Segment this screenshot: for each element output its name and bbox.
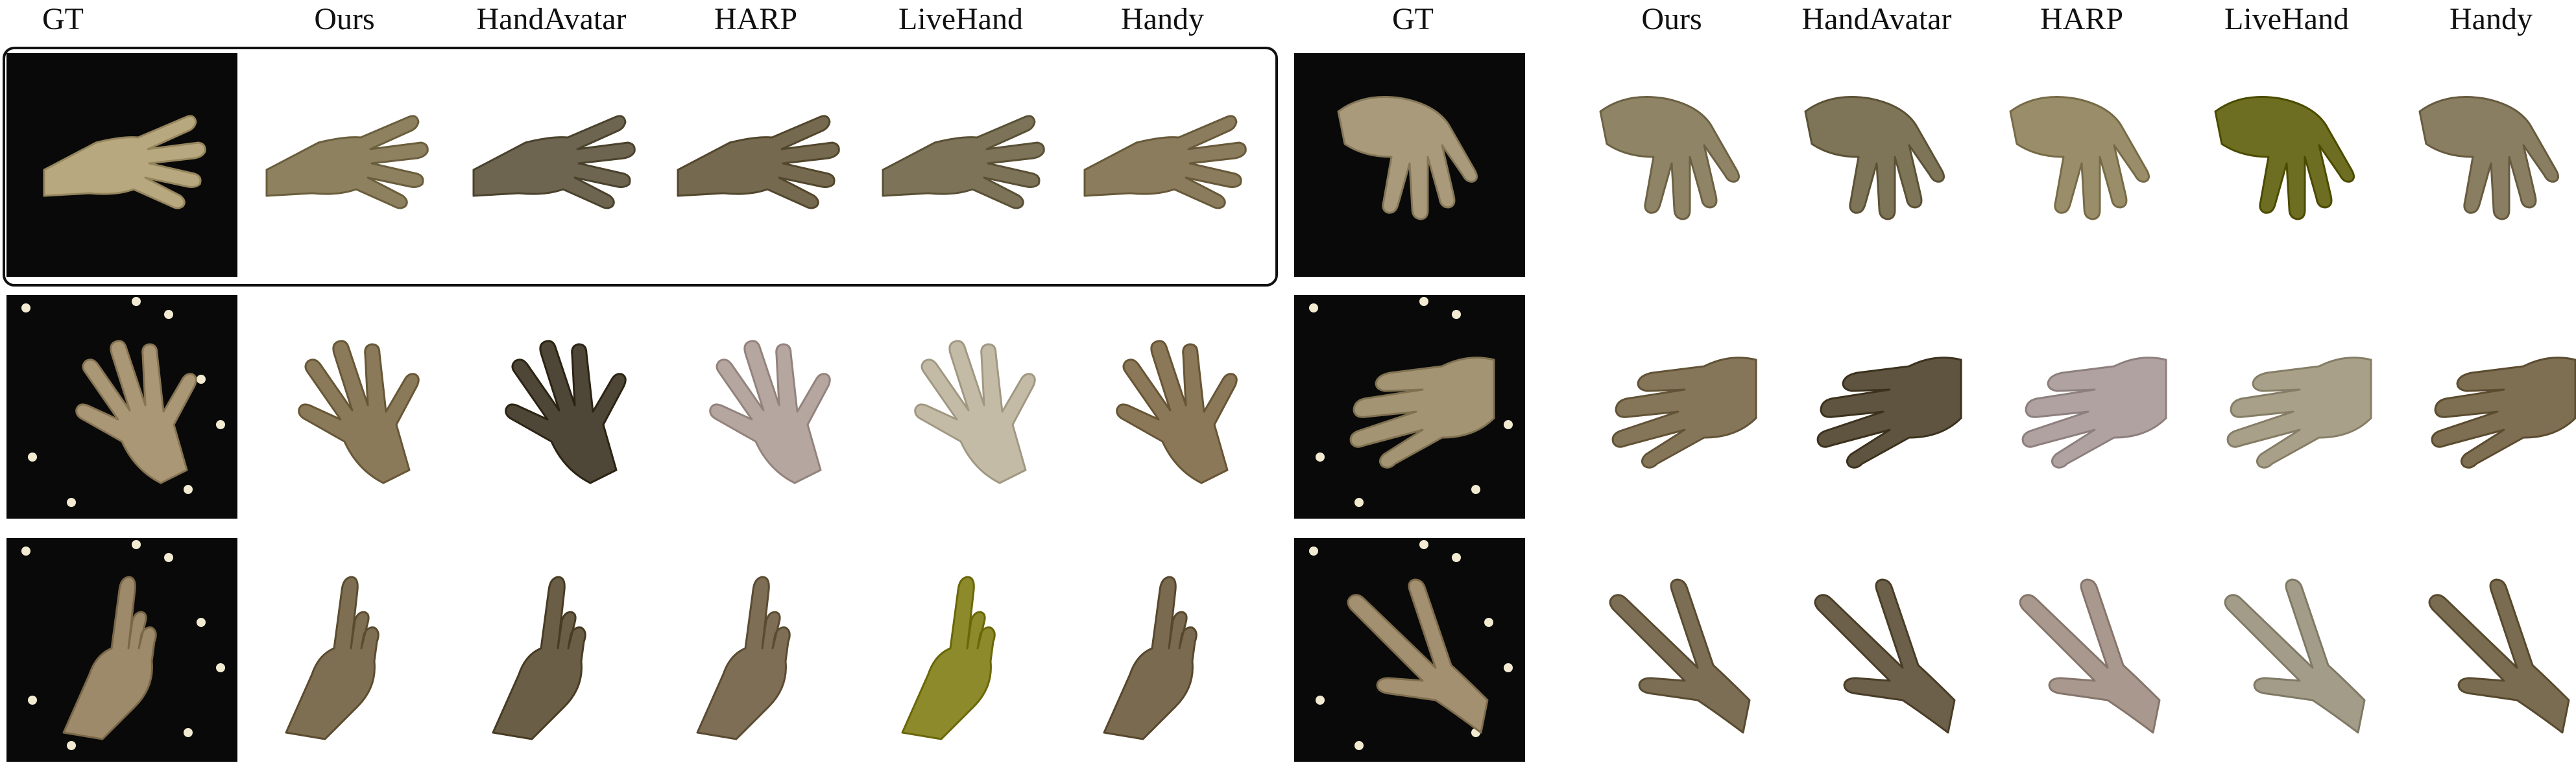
right-row2-handy-image <box>2394 295 2576 519</box>
header-left-gt: GT <box>42 2 84 36</box>
right-row1-livehand-image <box>2189 53 2384 277</box>
left-row1-harp-image <box>658 53 853 277</box>
header-right-ours: Ours <box>1641 2 1702 36</box>
left-row2-handy-image <box>1065 295 1260 519</box>
header-right-gt: GT <box>1392 2 1434 36</box>
header-left-harp: HARP <box>714 2 798 36</box>
right-row2-gt-image <box>1294 295 1525 519</box>
left-row3-ours-image <box>247 538 442 762</box>
header-right-livehand: LiveHand <box>2224 2 2349 36</box>
right-row2-livehand-image <box>2189 295 2384 519</box>
right-row2-harp-image <box>1984 295 2179 519</box>
right-row2-handavatar-image <box>1779 295 1974 519</box>
left-row1-ours-image <box>247 53 442 277</box>
right-row1-handy-image <box>2394 53 2576 277</box>
left-row3-livehand-image <box>863 538 1058 762</box>
right-row3-handy-image <box>2394 538 2576 762</box>
left-row1-livehand-image <box>863 53 1058 277</box>
right-row3-harp-image <box>1984 538 2179 762</box>
left-row2-harp-image <box>658 295 853 519</box>
header-left-livehand: LiveHand <box>898 2 1023 36</box>
right-row1-harp-image <box>1984 53 2179 277</box>
left-row3-gt-image <box>6 538 237 762</box>
right-row3-livehand-image <box>2189 538 2384 762</box>
right-row2-ours-image <box>1574 295 1769 519</box>
header-right-handy: Handy <box>2450 2 2533 36</box>
left-row1-gt-image <box>6 53 237 277</box>
left-row3-harp-image <box>658 538 853 762</box>
header-left-ours: Ours <box>314 2 375 36</box>
left-row1-handy-image <box>1065 53 1260 277</box>
header-left-handavatar: HandAvatar <box>476 2 627 36</box>
header-right-handavatar: HandAvatar <box>1801 2 1952 36</box>
right-row1-ours-image <box>1574 53 1769 277</box>
right-row3-ours-image <box>1574 538 1769 762</box>
left-row2-ours-image <box>247 295 442 519</box>
left-row2-handavatar-image <box>454 295 649 519</box>
left-row3-handy-image <box>1065 538 1260 762</box>
left-row2-livehand-image <box>863 295 1058 519</box>
header-right-harp: HARP <box>2040 2 2124 36</box>
header-left-handy: Handy <box>1121 2 1204 36</box>
right-row1-gt-image <box>1294 53 1525 277</box>
left-row3-handavatar-image <box>454 538 649 762</box>
right-row3-handavatar-image <box>1779 538 1974 762</box>
right-row3-gt-image <box>1294 538 1525 762</box>
left-row2-gt-image <box>6 295 237 519</box>
right-row1-handavatar-image <box>1779 53 1974 277</box>
left-row1-handavatar-image <box>454 53 649 277</box>
highlight-box <box>3 47 1278 287</box>
